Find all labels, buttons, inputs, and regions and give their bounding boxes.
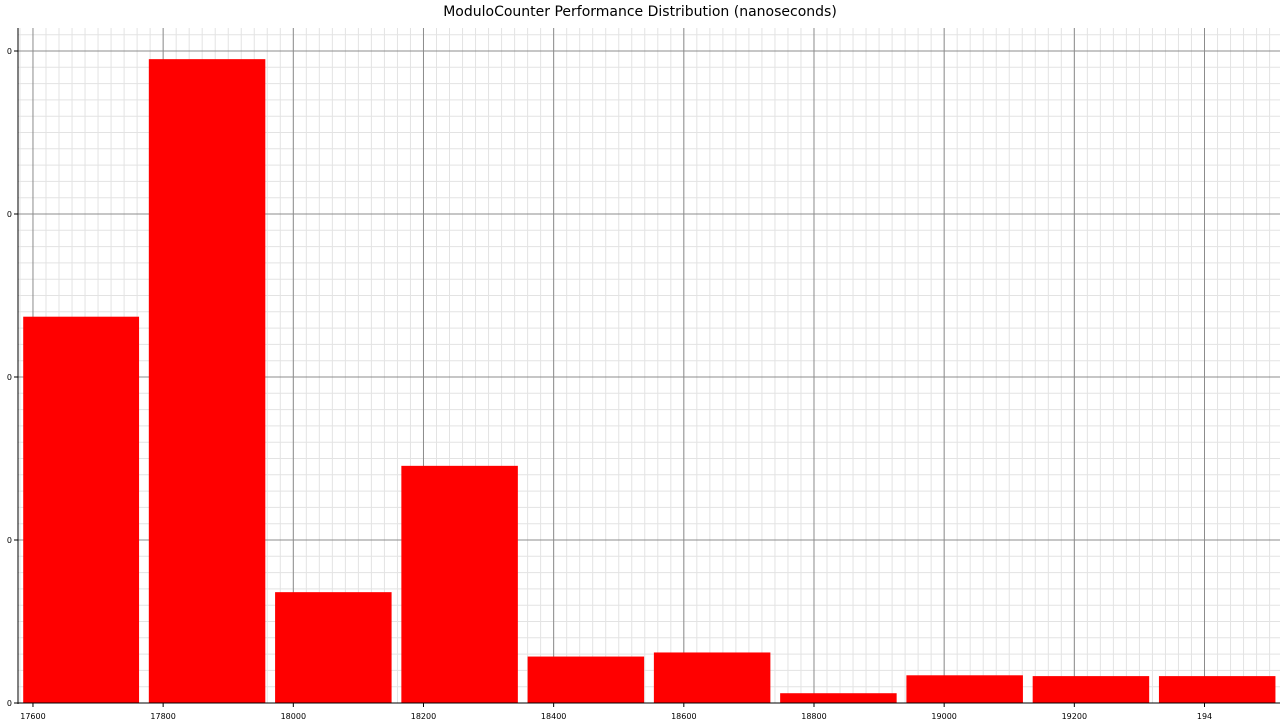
x-tick-label: 18600 [671,712,696,720]
x-tick-label: 18200 [411,712,436,720]
y-tick-label: 0 [7,373,12,382]
histogram-bar [275,592,392,703]
x-tick-label: 17600 [20,712,45,720]
histogram-bar [1032,676,1150,703]
x-tick-label: 194 [1197,712,1212,720]
histogram-bar [1158,676,1276,703]
histogram-bar [23,316,140,703]
histogram-bar [148,59,266,703]
x-tick-label: 19200 [1062,712,1087,720]
histogram-bar [527,656,645,703]
y-tick-label: 0 [7,47,12,56]
x-tick-label: 19000 [931,712,956,720]
histogram-bar [653,652,771,703]
y-tick-label: 0 [7,536,12,545]
y-tick-label: 0 [7,699,12,708]
axes [17,28,1280,704]
x-tick-label: 18400 [541,712,566,720]
chart-title: ModuloCounter Performance Distribution (… [443,4,837,20]
x-tick-label: 18000 [281,712,306,720]
x-axis-ticks: 17600 17800 18000 18200 18400 18600 18800 19000… [20,703,1212,720]
histogram-bar [906,675,1023,703]
histogram-bar [780,693,897,703]
y-tick-label: 0 [7,210,12,219]
histogram-bar [401,465,518,703]
bars [23,59,1276,703]
x-tick-label: 17800 [150,712,175,720]
x-tick-label: 18800 [801,712,826,720]
y-axis-ticks: 0 0 0 0 0 [7,47,18,708]
